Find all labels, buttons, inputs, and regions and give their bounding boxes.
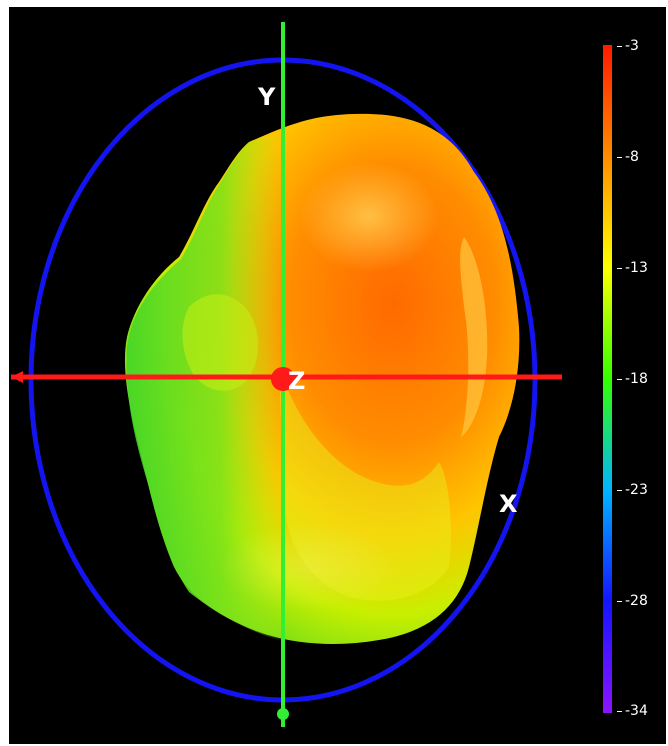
- colorbar-tick: -28: [617, 594, 648, 608]
- colorbar-tick: -3: [617, 39, 639, 53]
- colorbar-tick: -23: [617, 483, 648, 497]
- z-axis-origin-marker[interactable]: [271, 367, 295, 391]
- pattern-canvas: [11, 22, 562, 727]
- y-axis-label: Y: [258, 83, 276, 111]
- colorbar-gradient: [603, 45, 612, 713]
- x-axis-label: X: [499, 490, 518, 518]
- colorbar-tick: -18: [617, 372, 648, 386]
- colorbar-tick: -8: [617, 150, 639, 164]
- x-axis-arrowhead: [11, 371, 23, 383]
- y-axis-end-marker[interactable]: [277, 708, 289, 720]
- z-axis-label: Z: [288, 367, 306, 395]
- radiation-pattern-surface: [124, 113, 520, 644]
- radiation-pattern-viewer: Y Z X -3 -8 -13 -18 -23 -28 -34: [9, 7, 666, 744]
- colorbar-tick: -13: [617, 261, 648, 275]
- colorbar-tick: -34: [617, 704, 648, 718]
